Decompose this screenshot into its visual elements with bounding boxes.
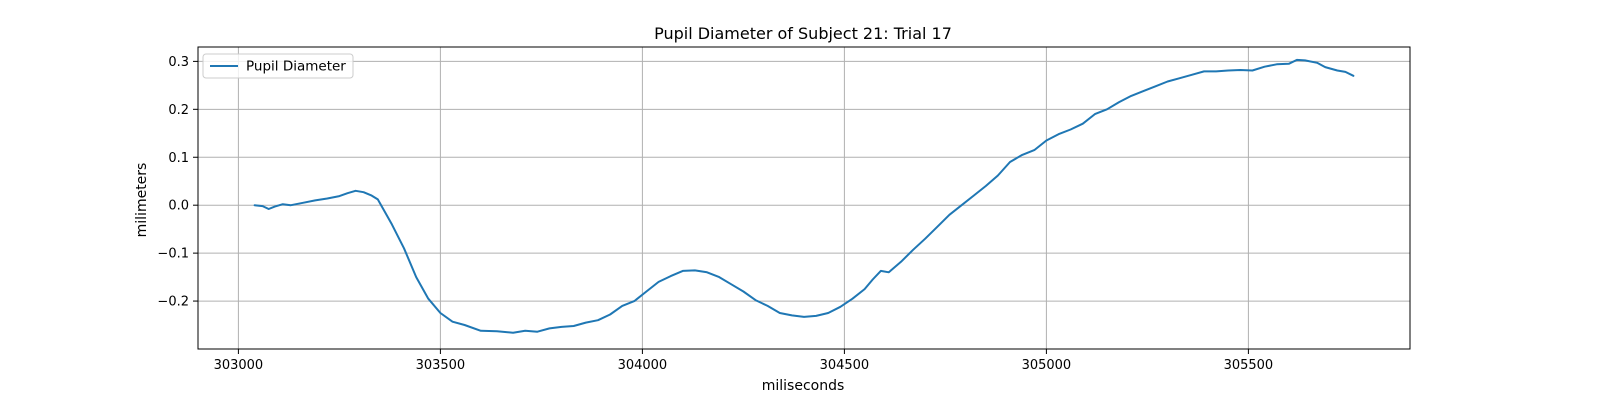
x-tick-label: 304000 [618, 358, 668, 373]
y-tick-label: −0.1 [157, 247, 189, 262]
y-tick-label: 0.0 [168, 199, 189, 214]
chart-title: Pupil Diameter of Subject 21: Trial 17 [654, 24, 952, 43]
x-tick-label: 305000 [1022, 358, 1072, 373]
x-tick-label: 305500 [1224, 358, 1274, 373]
legend-box [202, 53, 354, 79]
plot-frame [197, 46, 1411, 350]
y-axis-ticks: −0.2 −0.1 0.0 0.1 0.2 0.3 [157, 55, 198, 310]
y-tick-label: −0.2 [157, 295, 189, 310]
y-tick-label: 0.2 [168, 103, 189, 118]
x-axis-ticks: 303000 303500 304000 304500 305000 305500 [214, 349, 1274, 373]
y-axis-label: milimeters [134, 163, 150, 238]
grid-lines [198, 47, 1410, 349]
legend: Pupil Diameter [202, 53, 354, 79]
x-tick-label: 303500 [416, 358, 466, 373]
x-tick-label: 303000 [214, 358, 264, 373]
legend-label-pupil-diameter: Pupil Diameter [246, 59, 346, 75]
y-tick-label: 0.3 [168, 55, 189, 70]
series-line-pupil-diameter [253, 58, 1355, 334]
x-tick-label: 304500 [820, 358, 870, 373]
x-axis-label: miliseconds [762, 378, 845, 394]
y-tick-label: 0.1 [168, 151, 189, 166]
